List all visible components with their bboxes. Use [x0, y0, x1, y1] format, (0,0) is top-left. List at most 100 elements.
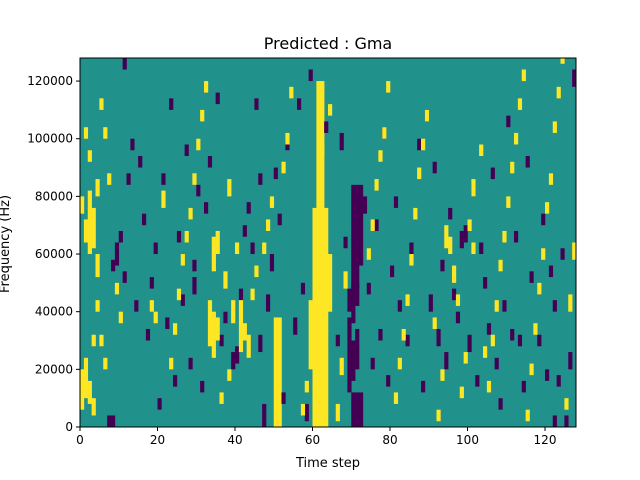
heatmap-cell-high	[452, 265, 457, 283]
heatmap-cell-low	[138, 156, 143, 168]
heatmap-cell-low	[126, 173, 131, 185]
heatmap-cell-low	[122, 58, 127, 70]
heatmap-cell-low	[335, 334, 340, 347]
heatmap-cell-low	[359, 184, 364, 266]
heatmap-cell-low	[269, 254, 275, 272]
heatmap-cell-high	[343, 271, 348, 289]
y-tick-label: 40000	[35, 305, 73, 319]
heatmap-cell-high	[324, 207, 329, 427]
heatmap-cell-high	[83, 357, 89, 399]
heatmap-cell-low	[180, 294, 185, 306]
heatmap-cell-high	[95, 254, 100, 278]
heatmap-cell-high	[227, 369, 232, 381]
heatmap-cell-low	[393, 196, 399, 208]
heatmap-cell-low	[192, 259, 197, 272]
heatmap-cell-low	[552, 300, 557, 312]
heatmap-cell-high	[161, 190, 166, 208]
heatmap-cell-high	[521, 69, 526, 82]
heatmap-cell-low	[304, 403, 309, 422]
heatmap-cell-high	[273, 317, 278, 427]
heatmap-cell-low	[475, 375, 480, 387]
heatmap-cell-high	[103, 357, 108, 370]
heatmap-cell-high	[397, 357, 402, 370]
heatmap-cell-low	[130, 138, 135, 151]
heatmap-cell-low	[455, 311, 461, 324]
heatmap-cell-low	[297, 98, 302, 110]
heatmap-cell-low	[370, 357, 375, 370]
heatmap-cell-low	[107, 415, 112, 427]
heatmap-cell-low	[122, 271, 127, 283]
heatmap-cell-high	[529, 363, 534, 376]
heatmap-cell-high	[153, 311, 158, 324]
heatmap-cell-low	[343, 236, 348, 249]
heatmap-cell-high	[281, 161, 286, 174]
heatmap-cell-low	[165, 317, 170, 329]
heatmap-cell-high	[339, 357, 344, 376]
heatmap-cell-high	[215, 317, 220, 341]
heatmap-cell-high	[211, 311, 216, 358]
heatmap-cell-low	[184, 144, 189, 157]
heatmap-cell-low	[355, 282, 360, 306]
heatmap-cell-high	[405, 294, 410, 306]
heatmap-cell-high	[103, 127, 108, 139]
heatmap-cell-low	[324, 121, 329, 133]
heatmap-cell-high	[285, 132, 290, 145]
heatmap-cell-high	[250, 288, 255, 301]
heatmap-cell-low	[494, 357, 499, 370]
heatmap-cell-high	[335, 403, 340, 422]
heatmap-cell-low	[548, 265, 554, 278]
heatmap-cell-high	[382, 127, 387, 139]
heatmap-cell-high	[409, 254, 414, 266]
heatmap-cell-high	[118, 311, 123, 324]
heatmap-cell-low	[390, 265, 395, 278]
heatmap-cell-low	[242, 225, 247, 237]
heatmap-cell-low	[351, 392, 356, 427]
heatmap-cell-high	[114, 282, 120, 295]
heatmap-cell-high	[235, 242, 240, 255]
heatmap-cell-high	[386, 81, 391, 93]
heatmap-cell-low	[421, 380, 426, 393]
heatmap-cell-high	[479, 144, 484, 157]
heatmap-cell-high	[525, 409, 530, 422]
heatmap-cell-high	[242, 323, 247, 341]
y-tick-label: 120000	[27, 74, 73, 88]
heatmap-cell-high	[269, 196, 275, 208]
heatmap-cell-high	[374, 179, 379, 191]
heatmap-cell-high	[180, 254, 185, 266]
heatmap-cell-high	[541, 248, 546, 260]
heatmap-cell-high	[87, 380, 92, 404]
heatmap-cell-high	[421, 138, 426, 151]
heatmap-cell-low	[502, 300, 507, 312]
heatmap-cell-low	[529, 271, 534, 283]
heatmap-cell-low	[564, 415, 569, 427]
heatmap-cell-high	[572, 242, 577, 260]
heatmap-cell-high	[83, 219, 89, 243]
heatmap-cell-high	[548, 173, 554, 185]
heatmap-cell-high	[308, 300, 313, 370]
heatmap-cell-low	[153, 242, 158, 255]
heatmap-cell-high	[424, 109, 430, 122]
heatmap-cell-high	[184, 230, 189, 243]
heatmap-cell-low	[498, 398, 503, 410]
heatmap-cell-low	[285, 138, 290, 151]
heatmap-cell-high	[91, 398, 96, 416]
heatmap-cell-low	[308, 69, 313, 82]
heatmap-cell-high	[556, 86, 561, 99]
heatmap-cell-high	[448, 236, 453, 255]
heatmap-cell-low	[514, 230, 519, 243]
heatmap-cell-high	[238, 300, 244, 353]
heatmap-cells	[80, 58, 577, 427]
heatmap-cell-high	[277, 317, 282, 427]
heatmap-cell-low	[266, 294, 271, 312]
heatmap-cell-high	[436, 409, 441, 422]
heatmap-cell-low	[262, 403, 267, 427]
heatmap-cell-high	[564, 398, 569, 410]
x-tick-label: 20	[150, 433, 165, 447]
heatmap-cell-high	[87, 190, 92, 255]
heatmap-cell-low	[169, 98, 174, 110]
heatmap-cell-high	[80, 196, 85, 214]
heatmap-cell-high	[328, 104, 333, 116]
heatmap-cell-low	[207, 156, 213, 168]
heatmap-cell-low	[483, 277, 488, 289]
heatmap-cell-high	[289, 86, 294, 99]
